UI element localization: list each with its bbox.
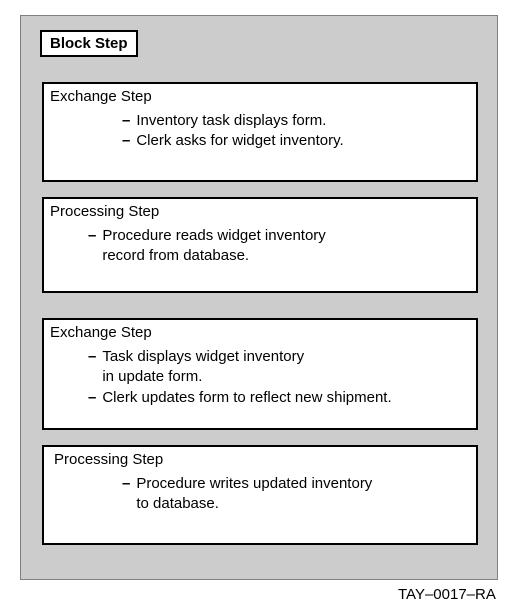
bullet-item: –Inventory task displays form. [122, 111, 466, 131]
step-title: Exchange Step [44, 320, 476, 343]
bullet-item: –Clerk asks for widget inventory. [122, 131, 466, 151]
figure-id: TAY–0017–RA [398, 586, 496, 603]
block-step-title-box: Block Step [40, 30, 138, 57]
bullet-dash-icon: – [122, 474, 136, 494]
step-box: Exchange Step –Task displays widget inven… [42, 318, 478, 430]
bullet-dash-icon: – [122, 111, 136, 131]
bullet-text: Clerk updates form to reflect new shipme… [102, 388, 466, 408]
step-title: Exchange Step [44, 84, 476, 107]
bullet-dash-icon: – [88, 347, 102, 367]
bullet-dash-icon: – [88, 388, 102, 408]
bullet-item: –Clerk updates form to reflect new shipm… [88, 388, 466, 408]
bullet-item: –Procedure reads widget inventory record… [88, 226, 466, 267]
bullet-text: Procedure writes updated inventory to da… [136, 474, 466, 515]
bullet-list: –Task displays widget inventory in updat… [44, 343, 476, 416]
bullet-item: –Procedure writes updated inventory to d… [122, 474, 466, 515]
bullet-text: Clerk asks for widget inventory. [136, 131, 466, 151]
bullet-text: Inventory task displays form. [136, 111, 466, 131]
bullet-text: Procedure reads widget inventory record … [102, 226, 466, 267]
step-title: Processing Step [44, 447, 476, 470]
step-title: Processing Step [44, 199, 476, 222]
bullet-list: –Inventory task displays form.–Clerk ask… [44, 107, 476, 160]
step-box: Processing Step –Procedure writes updated… [42, 445, 478, 545]
bullet-dash-icon: – [88, 226, 102, 246]
bullet-list: –Procedure reads widget inventory record… [44, 222, 476, 275]
step-box: Processing Step –Procedure reads widget i… [42, 197, 478, 293]
bullet-list: –Procedure writes updated inventory to d… [44, 470, 476, 523]
step-box: Exchange Step–Inventory task displays fo… [42, 82, 478, 182]
bullet-item: –Task displays widget inventory in updat… [88, 347, 466, 388]
bullet-text: Task displays widget inventory in update… [102, 347, 466, 388]
bullet-dash-icon: – [122, 131, 136, 151]
block-step-title: Block Step [50, 35, 128, 52]
